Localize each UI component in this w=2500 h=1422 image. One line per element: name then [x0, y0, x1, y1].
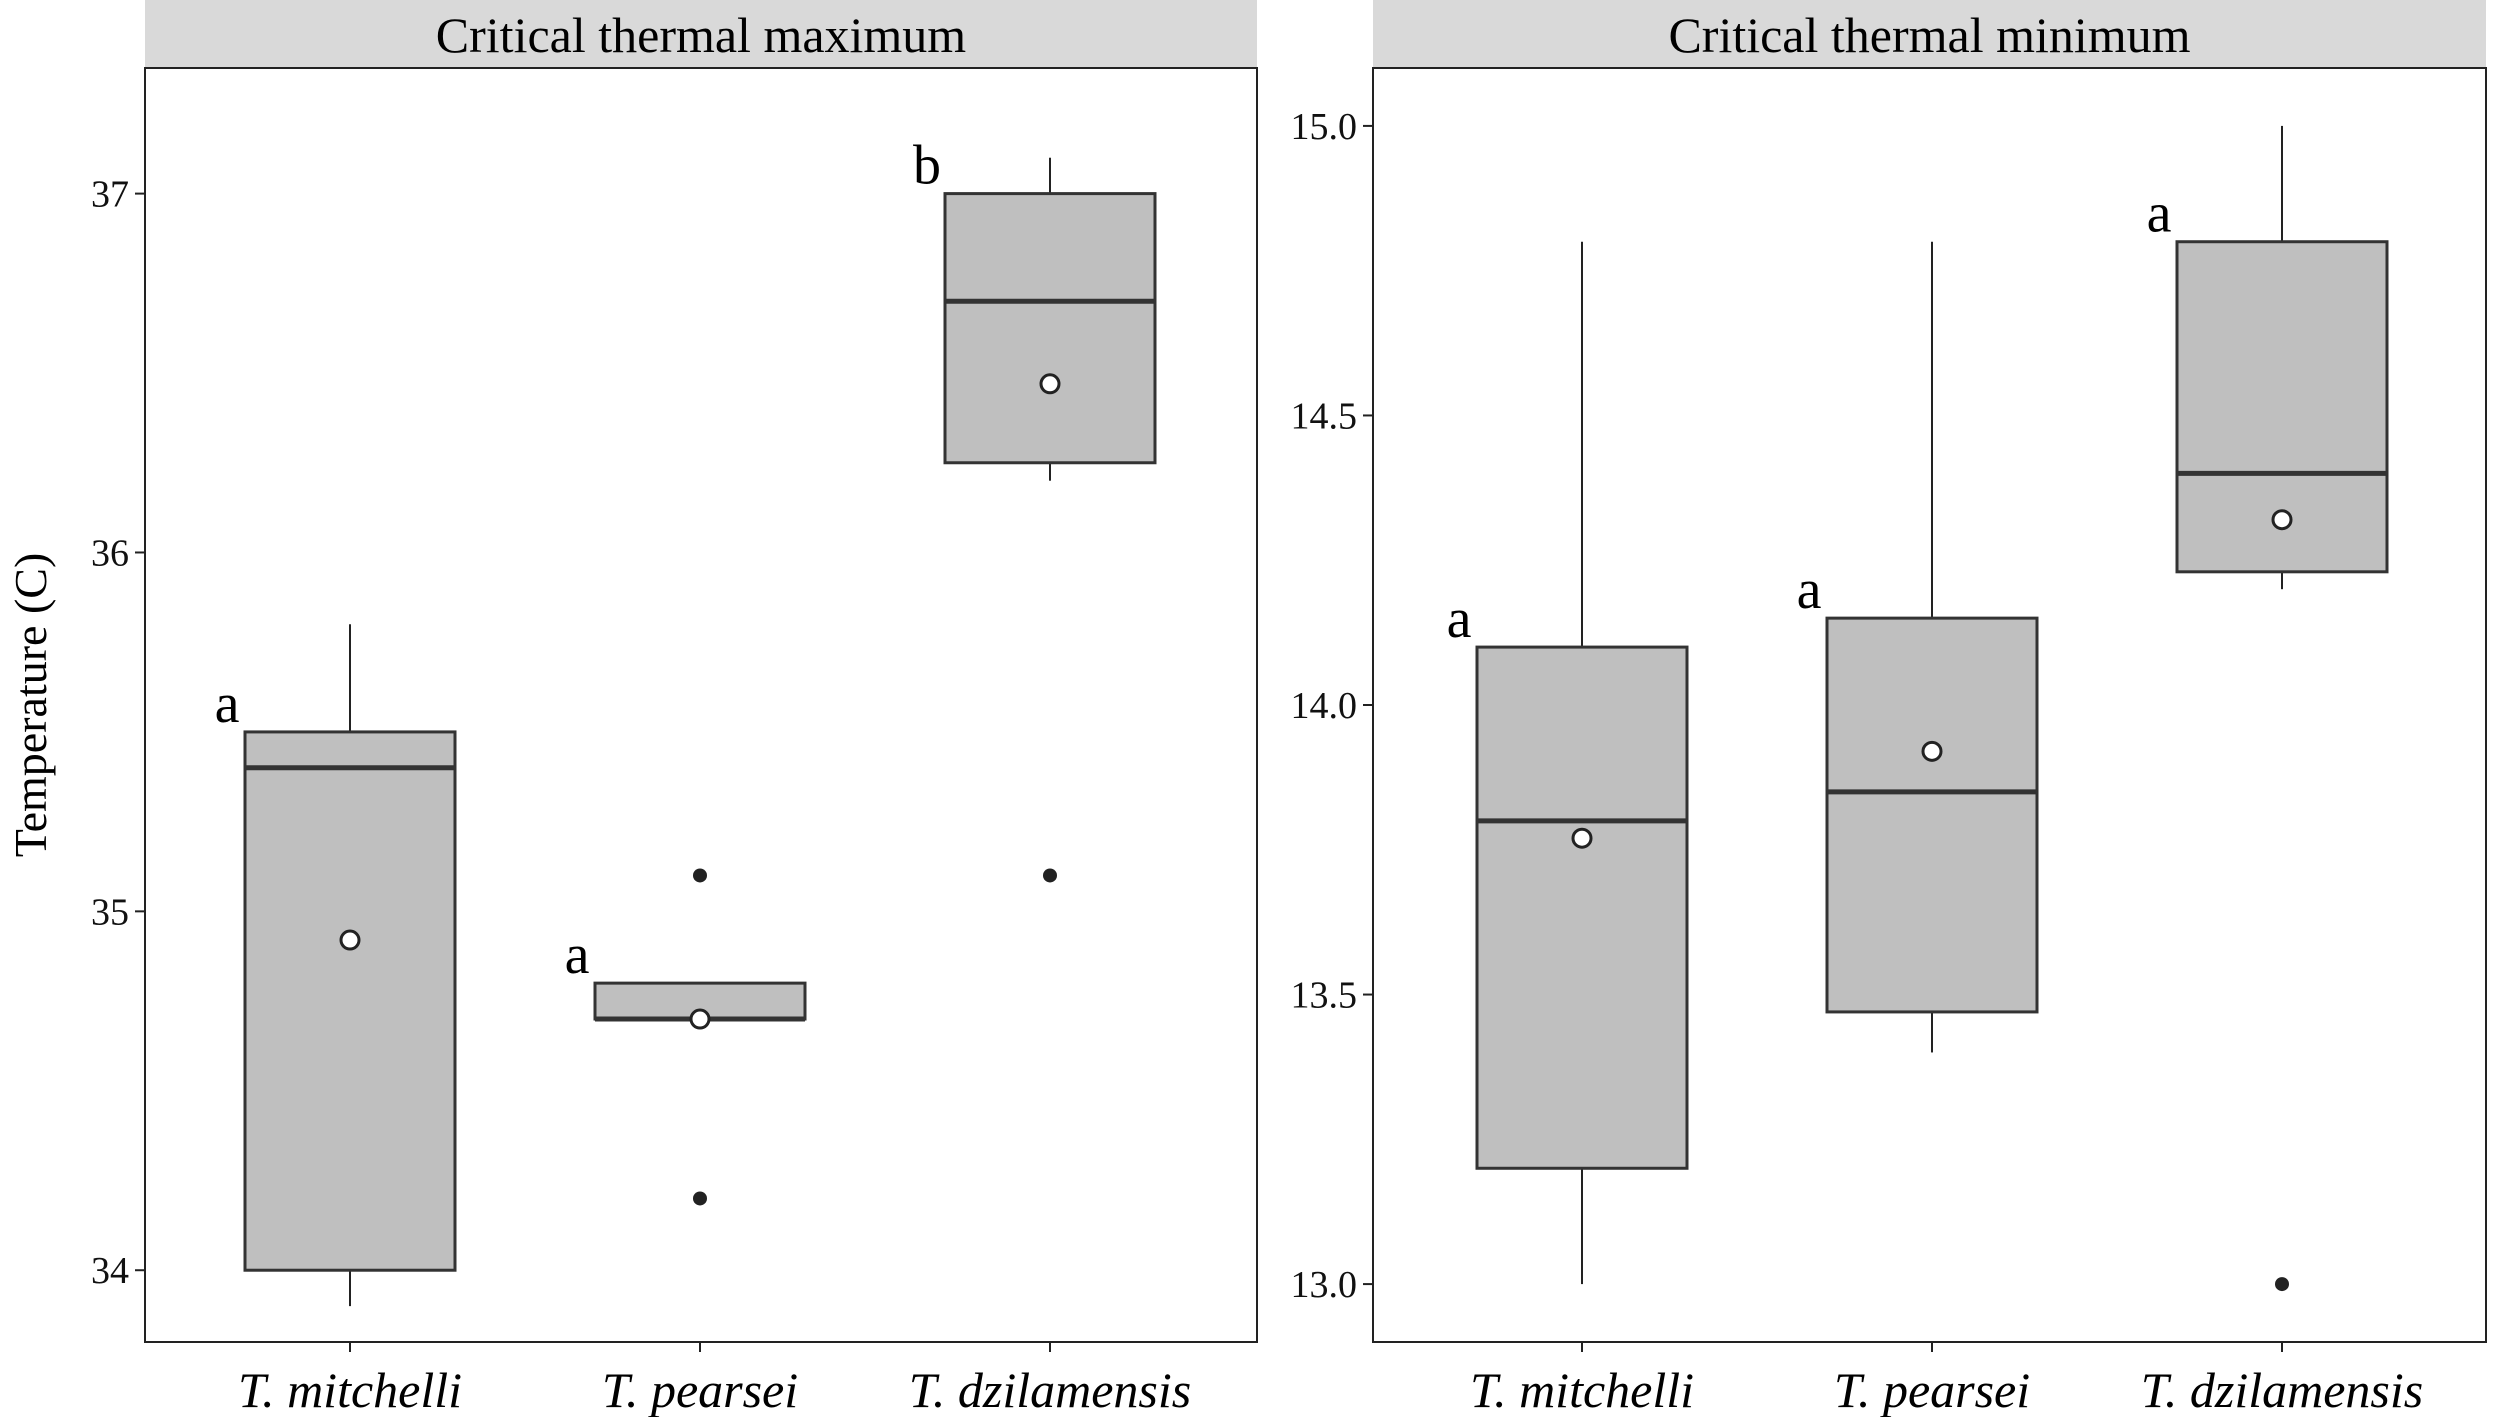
significance-letter: a [1447, 588, 1472, 650]
y-tick-label: 35 [91, 891, 129, 933]
iqr-box [243, 730, 457, 1272]
significance-letter: a [2147, 183, 2172, 245]
mean-marker [2271, 509, 2293, 531]
box-0: a [215, 624, 457, 1307]
category-label: T. dzilamensis [2141, 1362, 2423, 1417]
box-1: a [1797, 241, 2039, 1053]
category-label: T. pearsei [602, 1362, 798, 1417]
box-2: a [2147, 125, 2389, 1292]
iqr-box [1825, 616, 2039, 1014]
y-tick-label: 15.0 [1291, 106, 1358, 148]
y-tick-label: 13.5 [1291, 975, 1358, 1017]
box-1: a [565, 868, 807, 1206]
panel-strip [145, 0, 1257, 68]
significance-letter: b [913, 135, 941, 197]
mean-marker [1921, 740, 1943, 762]
y-tick-label: 14.5 [1291, 395, 1358, 437]
mean-marker [1571, 827, 1593, 849]
iqr-box [943, 192, 1157, 465]
outlier-point [1043, 868, 1057, 883]
mean-marker [1039, 373, 1061, 395]
significance-letter: a [215, 673, 240, 735]
category-label: T. dzilamensis [909, 1362, 1191, 1417]
outlier-point [693, 1191, 707, 1206]
outlier-point [2275, 1277, 2289, 1292]
outlier-point [693, 868, 707, 883]
category-label: T. mitchelli [1470, 1362, 1694, 1417]
category-label: T. pearsei [1834, 1362, 2030, 1417]
y-tick-label: 14.0 [1291, 685, 1358, 727]
box-2: b [913, 135, 1157, 883]
panel-ctmin: Critical thermal minimum 13.0 13.5 14.0 14.5… [1291, 0, 2487, 1418]
significance-letter: a [565, 924, 590, 986]
mean-marker [689, 1008, 711, 1030]
panel-strip [1373, 0, 2486, 68]
y-tick-label: 37 [91, 174, 129, 216]
significance-letter: a [1797, 559, 1822, 621]
mean-marker [339, 929, 361, 951]
category-label: T. mitchelli [238, 1362, 462, 1417]
y-axis-title: Temperature (C) [5, 553, 56, 858]
y-tick-label: 13.0 [1291, 1264, 1358, 1306]
y-tick-label: 34 [91, 1250, 129, 1292]
panel-title: Critical thermal maximum [436, 7, 967, 63]
panel-ctmax: Critical thermal maximum 34 35 36 37 Temperat… [5, 0, 1258, 1418]
y-tick-label: 36 [91, 532, 129, 574]
box-0: a [1447, 241, 1689, 1285]
iqr-box [1475, 645, 1689, 1170]
panel-title: Critical thermal minimum [1668, 7, 2190, 63]
